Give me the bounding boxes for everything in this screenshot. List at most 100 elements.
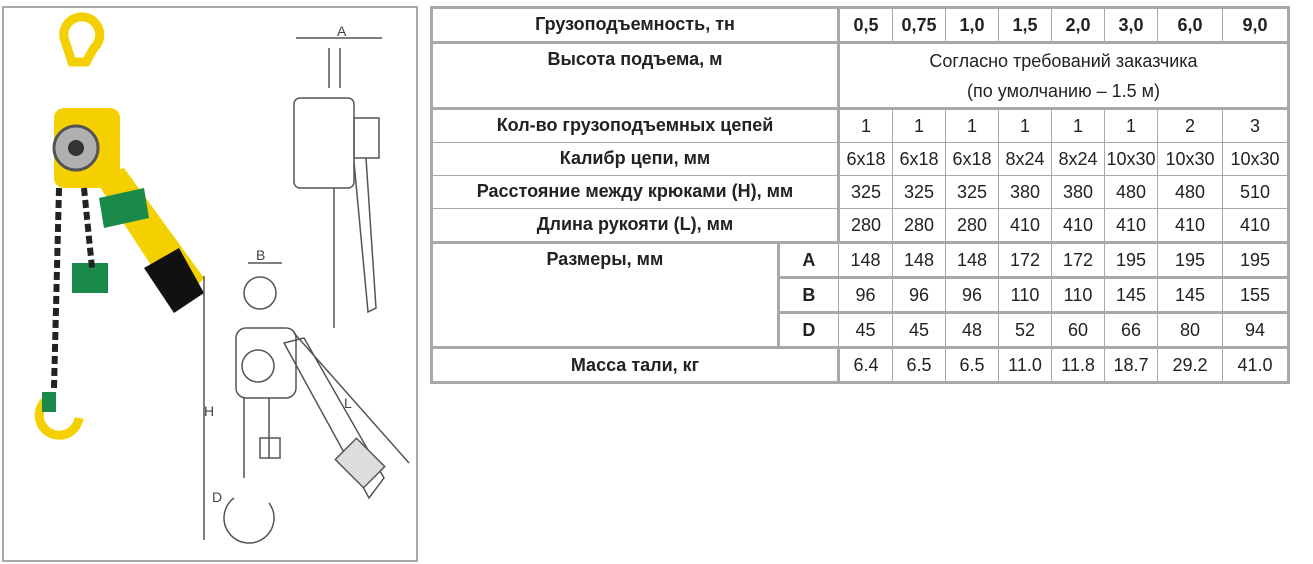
cell: 110 xyxy=(998,277,1052,314)
cell: 2,0 xyxy=(1051,7,1105,44)
cell: 60 xyxy=(1051,312,1105,349)
cell: 9,0 xyxy=(1222,7,1289,44)
cell: 8x24 xyxy=(998,142,1052,176)
table-row-dim-d: D 45 45 48 52 60 66 80 94 xyxy=(432,312,1289,349)
cell: 410 xyxy=(1222,208,1289,244)
cell: 195 xyxy=(1157,242,1223,279)
row-label: Кол-во грузоподъемных цепей xyxy=(431,108,840,143)
cell: 1 xyxy=(838,108,893,143)
cell: 1 xyxy=(1104,108,1158,143)
cell: 45 xyxy=(892,312,946,349)
specifications-table: Грузоподъемность, тн 0,5 0,75 1,0 1,5 2,… xyxy=(430,6,1290,384)
merged-cell: Согласно требований заказчика (по умолча… xyxy=(838,42,1289,110)
cell: 1,5 xyxy=(998,7,1052,44)
cell: 172 xyxy=(998,242,1052,279)
cell: 2 xyxy=(1157,108,1223,143)
row-label: Грузоподъемность, тн xyxy=(431,7,840,44)
cell: 1 xyxy=(945,108,999,143)
cell: 280 xyxy=(892,208,946,244)
sub-label: B xyxy=(776,277,840,314)
cell: 325 xyxy=(838,175,893,209)
dim-b-label: B xyxy=(256,247,265,263)
cell: 172 xyxy=(1051,242,1105,279)
cell: 145 xyxy=(1104,277,1158,314)
table-row-chain-gauge: Калибр цепи, мм 6x18 6x18 6x18 8x24 8x24… xyxy=(431,142,1289,176)
cell: 96 xyxy=(945,277,999,314)
cell: 41.0 xyxy=(1222,347,1289,383)
cell: 10x30 xyxy=(1104,142,1158,176)
cell: 6.5 xyxy=(945,347,999,383)
lift-height-line2: (по умолчанию – 1.5 м) xyxy=(967,80,1160,101)
cell: 80 xyxy=(1157,312,1223,349)
cell: 6.5 xyxy=(892,347,946,383)
cell: 8x24 xyxy=(1051,142,1105,176)
cell: 29.2 xyxy=(1157,347,1223,383)
cell: 1 xyxy=(998,108,1052,143)
cell: 10x30 xyxy=(1222,142,1289,176)
cell: 280 xyxy=(838,208,893,244)
cell: 6,0 xyxy=(1157,7,1223,44)
cell: 155 xyxy=(1222,277,1289,314)
cell: 11.8 xyxy=(1051,347,1105,383)
side-view-drawing xyxy=(293,37,382,328)
cell: 410 xyxy=(998,208,1052,244)
sub-label: A xyxy=(776,242,840,279)
cell: 380 xyxy=(998,175,1052,209)
row-label: Расстояние между крюками (H), мм xyxy=(431,175,840,209)
cell: 148 xyxy=(838,242,893,279)
table-row-lift-height: Высота подъема, м Согласно требований за… xyxy=(431,42,1289,110)
cell: 1,0 xyxy=(945,7,999,44)
cell: 66 xyxy=(1104,312,1158,349)
sub-label: D xyxy=(776,312,840,349)
cell: 6x18 xyxy=(838,142,893,176)
cell: 45 xyxy=(838,312,893,349)
row-label: Длина рукояти (L), мм xyxy=(431,208,840,244)
lever-hoist-drawing: A B H L D xyxy=(34,12,410,544)
dim-d-label: D xyxy=(212,489,222,505)
cell: 480 xyxy=(1157,175,1223,209)
table-row-dim-a: Размеры, мм A 148 148 148 172 172 195 19… xyxy=(431,242,1289,349)
cell: 148 xyxy=(945,242,999,279)
cell: 52 xyxy=(998,312,1052,349)
row-label: Размеры, мм xyxy=(431,242,779,349)
cell: 96 xyxy=(838,277,893,314)
dim-h-label: H xyxy=(204,403,214,419)
cell: 6x18 xyxy=(892,142,946,176)
cell: 325 xyxy=(892,175,946,209)
cell: 0,5 xyxy=(838,7,893,44)
table-row-capacity: Грузоподъемность, тн 0,5 0,75 1,0 1,5 2,… xyxy=(431,7,1289,44)
dim-l-label: L xyxy=(344,395,352,411)
table-row-handle-length: Длина рукояти (L), мм 280 280 280 410 41… xyxy=(431,208,1289,244)
cell: 195 xyxy=(1222,242,1289,279)
dim-a-label: A xyxy=(337,23,347,39)
cell: 3,0 xyxy=(1104,7,1158,44)
cell: 0,75 xyxy=(892,7,946,44)
cell: 94 xyxy=(1222,312,1289,349)
lift-height-line1: Согласно требований заказчика xyxy=(929,50,1198,71)
cell: 510 xyxy=(1222,175,1289,209)
table-row-dim-b: B 96 96 96 110 110 145 145 155 xyxy=(432,277,1289,314)
row-label: Масса тали, кг xyxy=(431,347,840,383)
cell: 6.4 xyxy=(838,347,893,383)
cell: 1 xyxy=(892,108,946,143)
cell: 380 xyxy=(1051,175,1105,209)
table-row-chains: Кол-во грузоподъемных цепей 1 1 1 1 1 1 … xyxy=(431,108,1289,143)
cell: 6x18 xyxy=(945,142,999,176)
row-label: Калибр цепи, мм xyxy=(431,142,840,176)
table-row-weight: Масса тали, кг 6.4 6.5 6.5 11.0 11.8 18.… xyxy=(431,347,1289,383)
cell: 1 xyxy=(1051,108,1105,143)
cell: 10x30 xyxy=(1157,142,1223,176)
row-label: Высота подъема, м xyxy=(431,42,840,110)
table-row-hook-distance: Расстояние между крюками (H), мм 325 325… xyxy=(431,175,1289,209)
cell: 195 xyxy=(1104,242,1158,279)
hoist-photo xyxy=(34,12,204,440)
cell: 410 xyxy=(1157,208,1223,244)
cell: 410 xyxy=(1051,208,1105,244)
cell: 280 xyxy=(945,208,999,244)
front-view-drawing xyxy=(203,262,410,544)
cell: 410 xyxy=(1104,208,1158,244)
cell: 480 xyxy=(1104,175,1158,209)
cell: 96 xyxy=(892,277,946,314)
product-illustration: A B H L D xyxy=(2,6,418,562)
cell: 48 xyxy=(945,312,999,349)
